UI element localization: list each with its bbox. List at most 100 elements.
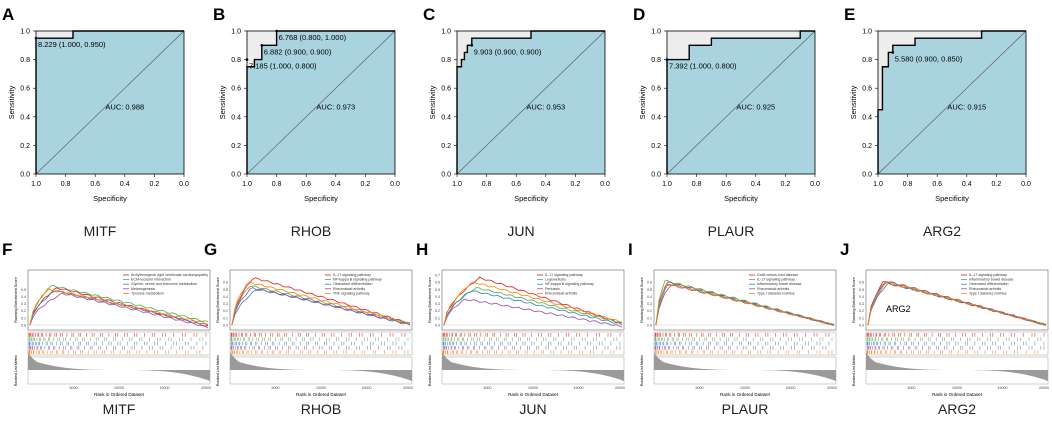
gsea-curve — [231, 281, 411, 326]
gsea-y-label-metric: Ranked List Metric — [216, 355, 220, 387]
threshold-label: 5.580 (0.900, 0.850) — [895, 54, 963, 63]
gsea-y-tick: 0.1 — [859, 316, 864, 320]
gene-name: MITF — [84, 223, 117, 239]
x-tick-label: 0.0 — [810, 181, 820, 188]
gsea-y-tick: 0.1 — [435, 316, 440, 320]
x-tick-label: 0.2 — [150, 181, 160, 188]
gsea-curve — [443, 298, 623, 328]
y-tick-label: 1.0 — [20, 29, 30, 36]
panel-letter: A — [2, 5, 14, 24]
threshold-label: 8.229 (1.000, 0.950) — [38, 40, 106, 49]
gsea-y-tick: 0.7 — [435, 274, 440, 278]
gsea-y-tick: 0.3 — [435, 302, 440, 306]
gsea-y-tick: 0.3 — [859, 302, 864, 306]
gsea-hits-frame — [229, 331, 413, 356]
y-tick-label: 0.4 — [651, 114, 661, 121]
x-tick-label: 0.6 — [90, 181, 100, 188]
gsea-x-tick: 5000 — [70, 386, 78, 390]
gsea-x-tick: 10000 — [114, 386, 124, 390]
y-tick-label: 0.0 — [20, 172, 30, 179]
legend-entry: Type I diabetes mellitus — [969, 291, 1007, 295]
gsea-y-tick: 0.4 — [21, 295, 26, 299]
gene-name: RHOB — [291, 223, 331, 239]
gsea-curve — [29, 287, 209, 326]
threshold-point — [260, 44, 264, 47]
auc-label: AUC: 0.988 — [105, 103, 144, 112]
gsea-x-label: Rank in Ordered Dataset — [932, 392, 983, 397]
roc-curve — [246, 30, 395, 174]
gsea-x-tick: 10000 — [528, 386, 538, 390]
gsea-x-tick: 20000 — [1039, 386, 1049, 390]
legend-entry: Arrhythmogenic right ventricular cardiom… — [131, 273, 208, 277]
gsea-x-tick: 15000 — [786, 386, 796, 390]
roc-panel-d: D 0.0 0.2 0.4 0.6 0.8 1.0 1.0 0.8 0.6 0.4 0.2 0.0 Spe… — [633, 5, 820, 239]
gsea-hits-frame — [653, 331, 837, 356]
x-tick-label: 0.4 — [751, 181, 761, 188]
panel-letter: I — [628, 240, 633, 259]
gene-name: ARG2 — [938, 401, 976, 417]
gsea-y-label-metric: Ranked List Metric — [640, 355, 644, 387]
gsea-curve — [231, 287, 411, 326]
threshold-point — [891, 51, 895, 54]
legend-entry: ECM-receptor interaction — [131, 278, 171, 282]
auc-label: AUC: 0.973 — [316, 103, 355, 112]
gsea-score-frame — [229, 269, 413, 331]
gsea-y-tick: 0.4 — [647, 295, 652, 299]
threshold-point — [275, 29, 278, 33]
gsea-y-label-metric: Ranked List Metric — [14, 355, 18, 387]
legend-entry: Rheumatoid arthritis — [757, 287, 789, 291]
gene-name: JUN — [507, 223, 534, 239]
gsea-y-tick: 0.6 — [223, 281, 228, 285]
y-axis-label: Sensitivity — [218, 85, 227, 119]
gsea-y-tick: 0.1 — [21, 316, 26, 320]
threshold-point — [245, 58, 249, 61]
x-tick-label: 0.8 — [61, 181, 71, 188]
y-axis-label: Sensitivity — [638, 85, 647, 119]
gsea-curve — [443, 290, 623, 325]
gsea-y-tick: 0.2 — [223, 309, 228, 313]
threshold-label: 7.392 (1.000, 0.800) — [669, 62, 737, 71]
x-tick-label: 0.8 — [482, 181, 492, 188]
gsea-panel-i: I 0.6 0.5 0.4 0.3 0.2 0.1 0.0 Graft-versus-host … — [628, 240, 837, 417]
x-tick-label: 0.0 — [179, 181, 189, 188]
gsea-y-tick: 0.5 — [223, 288, 228, 292]
gsea-x-tick: 20000 — [201, 386, 211, 390]
threshold-label: 6.768 (0.800, 1.000) — [279, 33, 347, 42]
gsea-y-label: Running Enrichment Score — [640, 277, 644, 322]
x-tick-label: 0.6 — [932, 181, 942, 188]
legend-entry: IL-17 signaling pathway — [545, 273, 583, 277]
x-tick-label: 1.0 — [31, 181, 41, 188]
y-axis-label: Sensitivity — [7, 85, 16, 119]
gsea-x-tick: 20000 — [615, 386, 625, 390]
y-tick-label: 0.2 — [862, 143, 872, 150]
gsea-curve — [29, 292, 209, 329]
roc-curve — [456, 30, 605, 174]
gene-name: PLAUR — [708, 223, 755, 239]
gsea-x-tick: 5000 — [696, 386, 704, 390]
legend-entry: Osteoclast differentiation — [333, 282, 373, 286]
threshold-point — [34, 36, 38, 40]
gsea-x-tick: 15000 — [160, 386, 170, 390]
x-tick-label: 0.8 — [692, 181, 702, 188]
gsea-x-tick: 20000 — [403, 386, 413, 390]
gsea-y-label: Running Enrichment Score — [852, 277, 856, 322]
roc-panel-a: A 0.0 0.2 0.4 0.6 0.8 1.0 1.0 0.8 0.6 0.4 0.2 0.0 Spe… — [2, 5, 189, 239]
gsea-y-tick: 0.3 — [647, 302, 652, 306]
legend-entry: Rheumatoid arthritis — [333, 287, 365, 291]
gsea-curve — [655, 284, 835, 326]
gsea-y-tick: 0.4 — [223, 295, 228, 299]
x-tick-label: 0.4 — [120, 181, 130, 188]
gsea-y-label: Running Enrichment Score — [428, 277, 432, 322]
gsea-y-tick: 0.6 — [435, 281, 440, 285]
gsea-y-tick: 0.5 — [647, 288, 652, 292]
x-tick-label: 0.4 — [331, 181, 341, 188]
gsea-x-tick: 5000 — [272, 386, 280, 390]
x-axis-label: Specificity — [93, 194, 127, 203]
auc-label: AUC: 0.925 — [736, 103, 775, 112]
gsea-panel-f: F 0.5 0.4 0.3 0.2 0.1 0.0 Arrhythmogenic right … — [2, 240, 211, 417]
gsea-y-tick: 0.2 — [647, 309, 652, 313]
legend-entry: NF-kappa B signaling pathway — [545, 282, 594, 286]
y-tick-label: 0.4 — [441, 114, 451, 121]
y-tick-label: 1.0 — [231, 29, 241, 36]
panel-letter: C — [423, 5, 435, 24]
